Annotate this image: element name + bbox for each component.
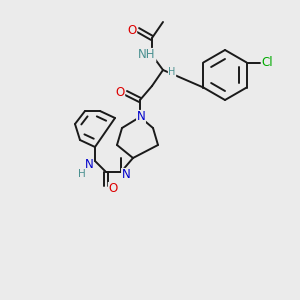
Text: O: O <box>116 86 124 100</box>
Text: H: H <box>78 169 86 179</box>
Text: NH: NH <box>138 49 156 62</box>
Text: N: N <box>136 110 146 124</box>
Text: O: O <box>108 182 118 196</box>
Text: Cl: Cl <box>262 56 274 69</box>
Text: O: O <box>128 23 136 37</box>
Text: N: N <box>122 169 130 182</box>
Text: N: N <box>85 158 93 170</box>
Text: H: H <box>168 67 176 77</box>
